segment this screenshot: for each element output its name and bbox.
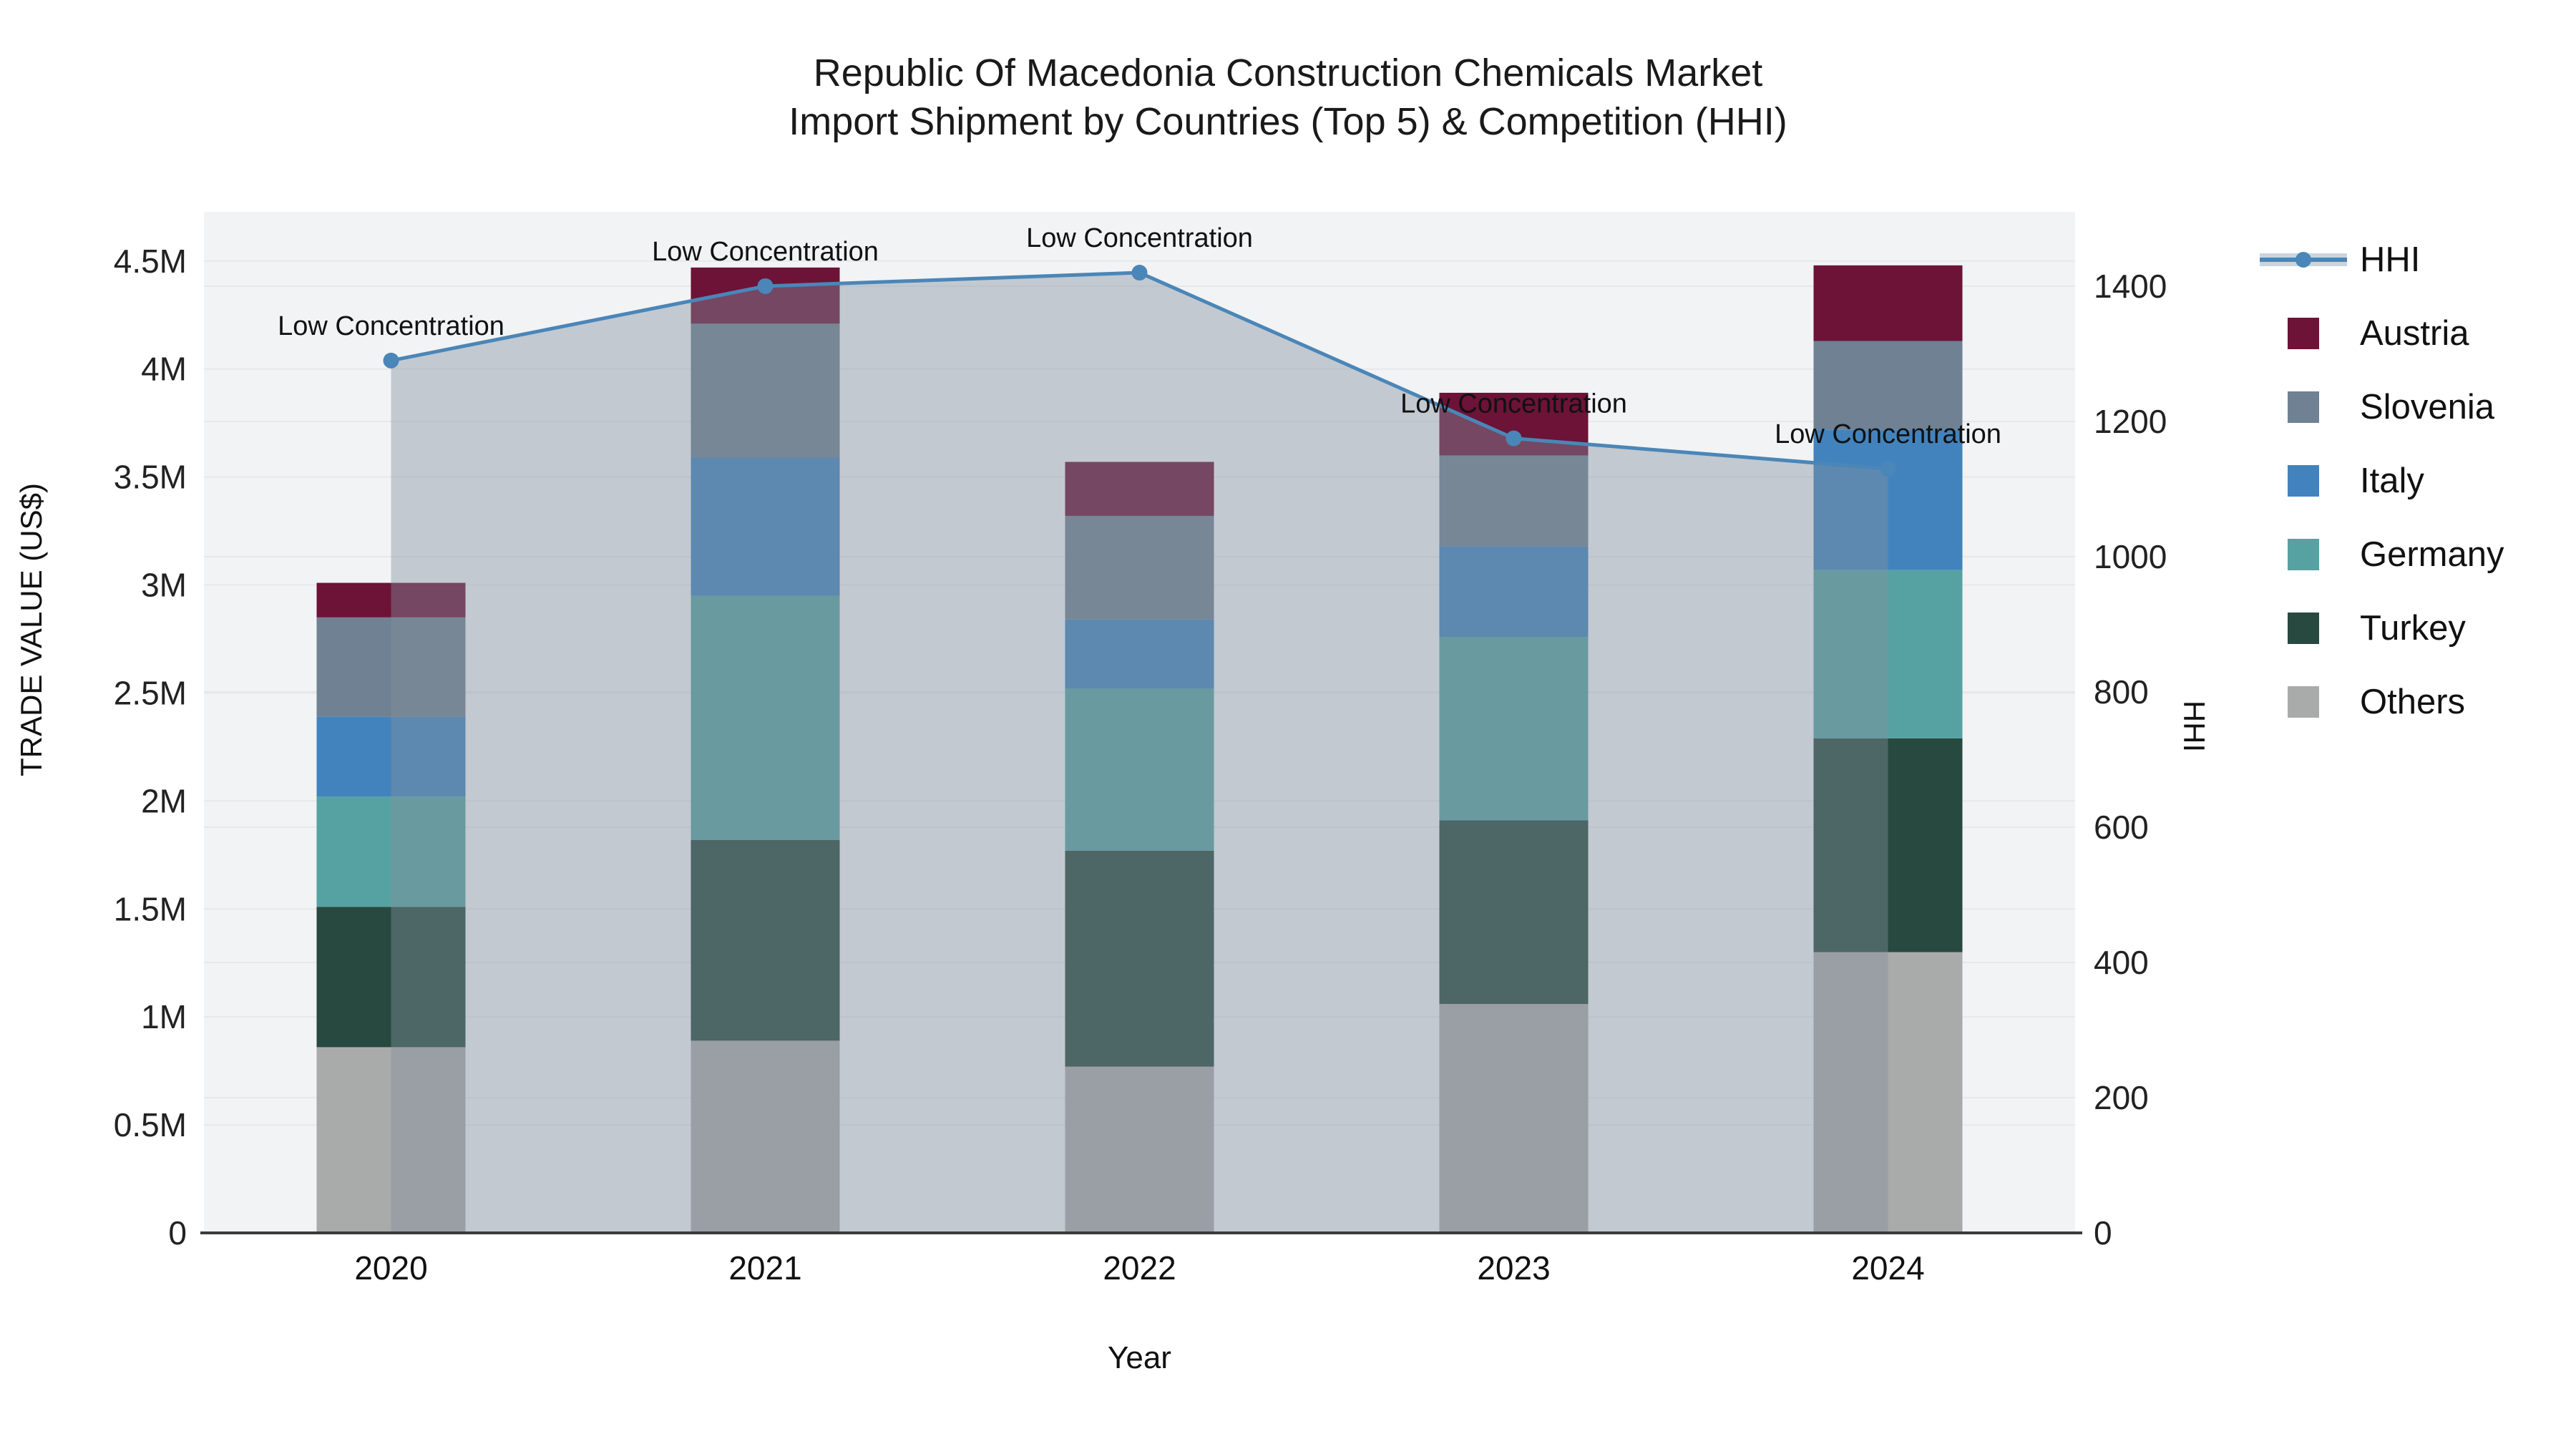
hhi-marker-2021[interactable] xyxy=(757,278,774,294)
right-tick-label: 0 xyxy=(2094,1214,2112,1252)
legend-label: Others xyxy=(2360,682,2466,721)
legend-item-slovenia[interactable]: Slovenia xyxy=(2260,370,2504,444)
x-tick-label-2023: 2023 xyxy=(1477,1249,1550,1287)
legend-square-swatch xyxy=(2260,612,2347,644)
bar-2023-germany[interactable] xyxy=(1439,636,1589,821)
bar-2023-others[interactable] xyxy=(1439,1004,1589,1233)
legend-square-swatch xyxy=(2260,686,2347,718)
legend-line-swatch xyxy=(2260,251,2347,268)
bar-2022-slovenia[interactable] xyxy=(1065,515,1214,620)
legend-square-swatch xyxy=(2260,317,2347,349)
left-tick-label: 2.5M xyxy=(114,674,187,711)
bar-2022-italy[interactable] xyxy=(1065,619,1214,689)
legend-item-germany[interactable]: Germany xyxy=(2260,517,2504,591)
legend-square-swatch xyxy=(2260,391,2347,423)
bar-2022-germany[interactable] xyxy=(1065,688,1214,851)
x-tick-label-2022: 2022 xyxy=(1103,1249,1176,1287)
left-tick-label: 3.5M xyxy=(114,459,187,496)
legend-item-others[interactable]: Others xyxy=(2260,665,2504,738)
left-tick-label: 1.5M xyxy=(114,890,187,927)
right-tick-label: 1400 xyxy=(2094,268,2167,305)
bar-2024-austria[interactable] xyxy=(1813,265,1963,341)
x-tick-label-2024: 2024 xyxy=(1851,1249,1924,1287)
bar-2022-turkey[interactable] xyxy=(1065,850,1214,1067)
chart-title-line2: Import Shipment by Countries (Top 5) & C… xyxy=(789,100,1787,143)
bar-2023-italy[interactable] xyxy=(1439,546,1589,637)
annotation-2024: Low Concentration xyxy=(1775,419,2001,449)
legend-item-austria[interactable]: Austria xyxy=(2260,296,2504,370)
color-swatch-icon xyxy=(2288,317,2319,349)
right-tick-label: 800 xyxy=(2094,673,2149,711)
chart-title-line1: Republic Of Macedonia Construction Chemi… xyxy=(813,52,1763,94)
bar-2024-germany[interactable] xyxy=(1813,570,1963,738)
annotation-2022: Low Concentration xyxy=(1026,223,1253,253)
legend-label: HHI xyxy=(2360,240,2421,279)
bar-2020-turkey[interactable] xyxy=(316,907,466,1048)
hhi-marker-2022[interactable] xyxy=(1131,265,1148,281)
legend-item-turkey[interactable]: Turkey xyxy=(2260,591,2504,665)
color-swatch-icon xyxy=(2288,391,2319,423)
annotation-2020: Low Concentration xyxy=(278,311,504,341)
bar-2020-austria[interactable] xyxy=(316,582,466,618)
left-tick-label: 0 xyxy=(168,1214,187,1252)
bar-2024-turkey[interactable] xyxy=(1813,738,1963,952)
annotation-2023: Low Concentration xyxy=(1400,389,1627,419)
bar-2021-slovenia[interactable] xyxy=(691,323,840,458)
bar-2020-italy[interactable] xyxy=(316,716,466,797)
left-tick-label: 4M xyxy=(141,351,187,388)
left-tick-label: 2M xyxy=(141,782,187,819)
color-swatch-icon xyxy=(2288,686,2319,718)
bar-2022-others[interactable] xyxy=(1065,1066,1214,1233)
right-axis-title: HHI xyxy=(2177,701,2211,752)
bar-2023-turkey[interactable] xyxy=(1439,820,1589,1005)
legend-square-swatch xyxy=(2260,464,2347,497)
right-tick-label: 1200 xyxy=(2094,403,2167,440)
color-swatch-icon xyxy=(2288,538,2319,570)
legend-item-hhi[interactable]: HHI xyxy=(2260,223,2504,296)
left-axis-title: TRADE VALUE (US$) xyxy=(14,483,48,776)
bar-2021-germany[interactable] xyxy=(691,595,840,840)
x-tick-label-2021: 2021 xyxy=(728,1249,801,1287)
chart-title: Republic Of Macedonia Construction Chemi… xyxy=(0,49,2576,146)
hhi-line-icon xyxy=(2260,251,2347,268)
left-tick-label: 1M xyxy=(141,998,187,1035)
legend-label: Slovenia xyxy=(2360,387,2494,426)
legend: HHI Austria Slovenia Italy Germany Turkey Othe… xyxy=(2260,223,2504,738)
legend-label: Austria xyxy=(2360,313,2469,353)
right-tick-label: 400 xyxy=(2094,944,2149,981)
legend-label: Germany xyxy=(2360,535,2504,574)
legend-label: Turkey xyxy=(2360,608,2466,648)
bar-2024-italy[interactable] xyxy=(1813,429,1963,570)
right-tick-label: 1000 xyxy=(2094,538,2167,575)
legend-label: Italy xyxy=(2360,461,2424,500)
annotation-2021: Low Concentration xyxy=(652,237,879,267)
bar-2021-others[interactable] xyxy=(691,1040,840,1233)
bar-2023-slovenia[interactable] xyxy=(1439,455,1589,547)
legend-item-italy[interactable]: Italy xyxy=(2260,444,2504,517)
right-tick-label: 600 xyxy=(2094,809,2149,846)
color-swatch-icon xyxy=(2288,464,2319,497)
left-tick-label: 4.5M xyxy=(114,243,187,280)
color-swatch-icon xyxy=(2288,612,2319,644)
bar-2021-turkey[interactable] xyxy=(691,839,840,1041)
hhi-marker-2023[interactable] xyxy=(1506,430,1522,447)
bar-2024-slovenia[interactable] xyxy=(1813,341,1963,430)
bar-2024-others[interactable] xyxy=(1813,952,1963,1233)
bar-2020-others[interactable] xyxy=(316,1047,466,1233)
x-axis-title: Year xyxy=(1108,1340,1171,1375)
right-tick-label: 200 xyxy=(2094,1079,2149,1116)
hhi-area-fill xyxy=(391,273,1888,1233)
bar-2020-slovenia[interactable] xyxy=(316,617,466,717)
bar-2021-italy[interactable] xyxy=(691,457,840,596)
legend-square-swatch xyxy=(2260,538,2347,570)
left-tick-label: 0.5M xyxy=(114,1106,187,1143)
bar-2022-austria[interactable] xyxy=(1065,462,1214,516)
x-tick-label-2020: 2020 xyxy=(354,1249,427,1287)
hhi-marker-2020[interactable] xyxy=(383,352,399,369)
left-tick-label: 3M xyxy=(141,567,187,604)
hhi-marker-2024[interactable] xyxy=(1880,461,1896,477)
bar-2020-germany[interactable] xyxy=(316,796,466,907)
